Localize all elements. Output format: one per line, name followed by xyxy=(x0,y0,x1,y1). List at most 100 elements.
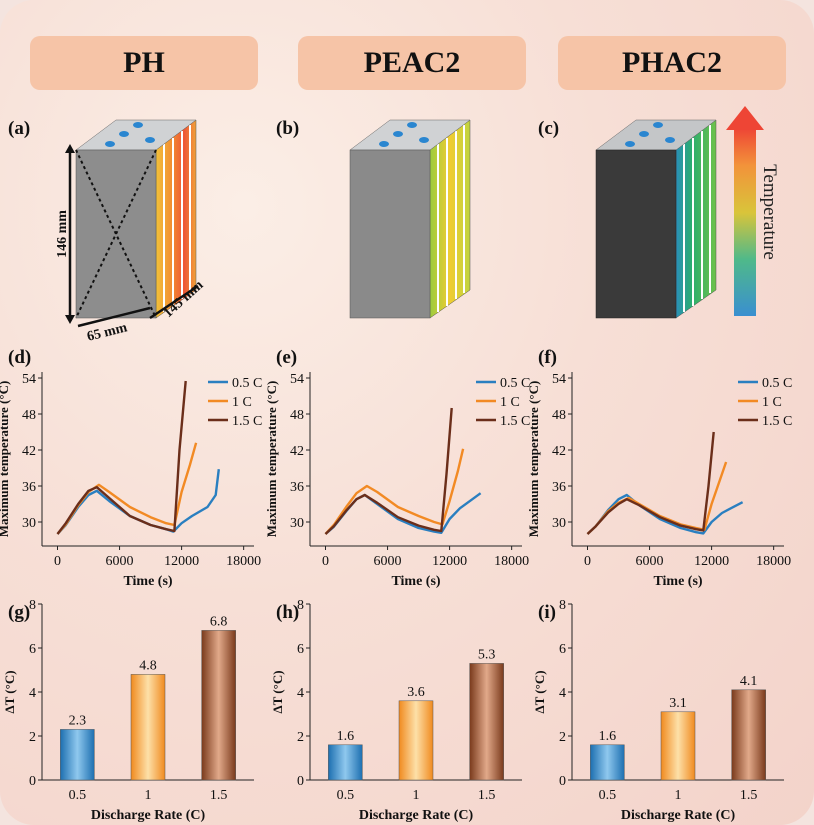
x-tick-label: 18000 xyxy=(226,554,261,569)
x-tick-label: 1.5 xyxy=(740,788,758,803)
y-tick-label: 4 xyxy=(297,686,304,701)
bar-2 xyxy=(398,700,434,781)
y-tick-label: 4 xyxy=(29,686,36,701)
module-front-phac2 xyxy=(595,149,677,319)
bar-1 xyxy=(590,744,625,781)
x-tick-label: 6000 xyxy=(106,554,134,569)
panel-label-c: (c) xyxy=(538,118,560,139)
series-line-3 xyxy=(324,407,453,535)
y-tick-label: 54 xyxy=(552,372,566,387)
y-tick-label: 8 xyxy=(29,598,36,613)
y-axis-title: ΔT (°C) xyxy=(2,670,17,713)
x-tick-label: 0.5 xyxy=(69,788,87,803)
line-chart-peac2: 30 36 42 48 54 0 6000 12000 18000 Time (s) Maximum… xyxy=(264,372,530,589)
y-axis-title: Maximum temperature (°C) xyxy=(526,381,541,538)
x-tick-label: 1 xyxy=(145,788,152,803)
header-ph: PH xyxy=(30,36,258,90)
panel-label-d: (d) xyxy=(8,347,32,368)
x-axis-title: Time (s) xyxy=(653,574,702,589)
y-tick-label: 48 xyxy=(22,408,36,423)
y-axis-title: ΔT (°C) xyxy=(270,670,285,713)
x-axis-title: Time (s) xyxy=(123,574,172,589)
bar-3 xyxy=(731,689,766,781)
legend-label: 1.5 C xyxy=(500,414,530,429)
bar-value-label: 4.8 xyxy=(139,658,157,673)
temperature-colorbar: Temperature xyxy=(726,106,780,316)
panel-label-a: (a) xyxy=(8,118,31,139)
x-tick-label: 12000 xyxy=(432,554,467,569)
x-tick-label: 0.5 xyxy=(599,788,617,803)
y-axis-title: Maximum temperature (°C) xyxy=(0,381,11,538)
y-tick-label: 42 xyxy=(552,444,566,459)
y-tick-label: 0 xyxy=(29,774,36,789)
y-tick-label: 54 xyxy=(290,372,304,387)
y-tick-label: 42 xyxy=(22,444,36,459)
x-tick-label: 1 xyxy=(675,788,682,803)
bar-chart-phac2: 0 2 4 6 8 1.6 0.5 3.1 1 4.1 1.5 Discharge Rate (C) Δ… xyxy=(532,598,784,823)
y-tick-label: 4 xyxy=(559,686,566,701)
legend-label: 1.5 C xyxy=(232,414,262,429)
bar-value-label: 3.6 xyxy=(407,685,425,700)
bar-2 xyxy=(130,674,166,781)
colorbar-label: Temperature xyxy=(759,164,780,260)
legend-label: 0.5 C xyxy=(762,376,792,391)
colorbar-gradient xyxy=(734,128,756,316)
height-dimension-label: 146 mm xyxy=(55,210,70,258)
depth-dimension-arrow xyxy=(149,284,199,320)
bar-value-label: 5.3 xyxy=(478,647,496,662)
x-tick-label: 6000 xyxy=(636,554,664,569)
bar-2 xyxy=(660,711,696,781)
x-tick-label: 0 xyxy=(584,554,591,569)
x-tick-label: 1.5 xyxy=(210,788,228,803)
legend-label: 1 C xyxy=(500,395,520,410)
legend-label: 0.5 C xyxy=(232,376,262,391)
legend-label: 1 C xyxy=(232,395,252,410)
y-tick-label: 30 xyxy=(22,516,36,531)
x-tick-label: 0 xyxy=(322,554,329,569)
y-tick-label: 8 xyxy=(559,598,566,613)
y-tick-label: 30 xyxy=(552,516,566,531)
line-chart-phac2: 30 36 42 48 54 0 6000 12000 18000 Time (s) Maximum… xyxy=(526,372,792,589)
panel-label-f: (f) xyxy=(538,347,557,368)
x-tick-label: 1.5 xyxy=(478,788,496,803)
x-tick-label: 18000 xyxy=(756,554,791,569)
y-tick-label: 0 xyxy=(297,774,304,789)
bar-1 xyxy=(60,729,95,781)
width-dimension-label: 65 mm xyxy=(86,320,130,345)
colorbar-arrow-icon xyxy=(726,106,764,130)
y-tick-label: 2 xyxy=(297,730,304,745)
series-line-3 xyxy=(56,380,187,535)
battery-module-phac2 xyxy=(595,119,717,319)
x-axis-title: Discharge Rate (C) xyxy=(359,808,474,823)
x-tick-label: 12000 xyxy=(694,554,729,569)
x-axis-title: Discharge Rate (C) xyxy=(91,808,206,823)
series-line-1 xyxy=(586,493,744,535)
bar-chart-peac2: 0 2 4 6 8 1.6 0.5 3.6 1 5.3 1.5 Discharge Rate (C) Δ… xyxy=(270,598,522,823)
y-tick-label: 2 xyxy=(559,730,566,745)
bar-3 xyxy=(469,663,504,781)
series-line-2 xyxy=(324,448,465,535)
bar-value-label: 1.6 xyxy=(337,729,355,744)
y-tick-label: 54 xyxy=(22,372,36,387)
series-line-1 xyxy=(324,492,482,535)
bar-value-label: 3.1 xyxy=(669,696,687,711)
y-tick-label: 36 xyxy=(290,480,304,495)
panel-label-h: (h) xyxy=(276,602,300,623)
bar-1 xyxy=(328,744,363,781)
y-tick-label: 42 xyxy=(290,444,304,459)
battery-module-ph: 146 mm 65 mm 145 mm xyxy=(55,119,207,345)
x-tick-label: 0 xyxy=(54,554,61,569)
bar-value-label: 4.1 xyxy=(740,674,758,689)
panel-label-i: (i) xyxy=(538,602,556,623)
y-tick-label: 48 xyxy=(552,408,566,423)
bar-value-label: 2.3 xyxy=(69,713,87,728)
y-tick-label: 36 xyxy=(22,480,36,495)
header-peac2: PEAC2 xyxy=(298,36,526,90)
series-line-3 xyxy=(586,431,715,535)
y-tick-label: 30 xyxy=(290,516,304,531)
y-tick-label: 6 xyxy=(559,642,566,657)
y-tick-label: 48 xyxy=(290,408,304,423)
header-phac2: PHAC2 xyxy=(558,36,786,90)
